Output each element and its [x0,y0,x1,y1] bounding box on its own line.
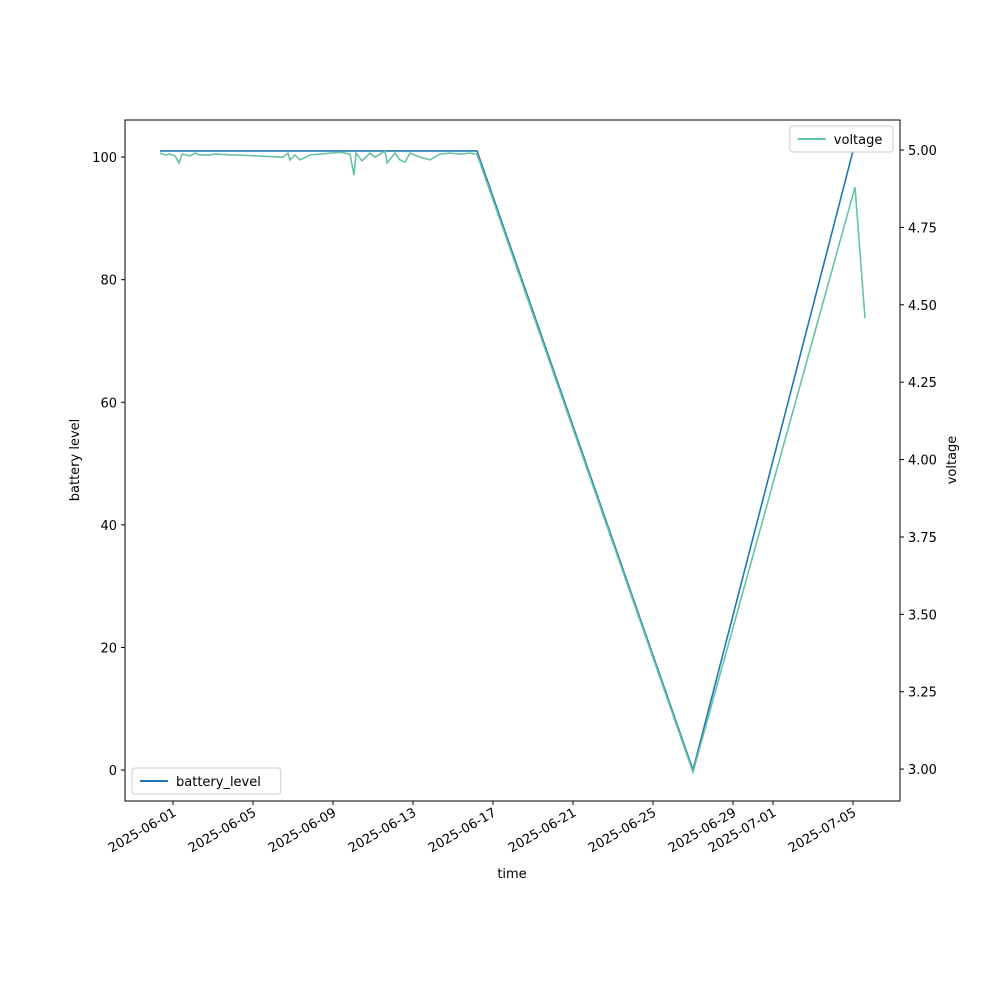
y2-axis-label: voltage [945,436,960,485]
y2-tick-label: 4.50 [908,299,937,314]
line-series [159,149,866,775]
y2-tick-label: 3.50 [908,608,937,623]
y-tick-label: 80 [100,274,117,289]
x-tick-label: 2025-06-05 [186,805,259,856]
y-tick-label: 60 [100,396,117,411]
legend-label: battery_level [176,775,261,790]
y-tick-label: 100 [92,151,117,166]
y-tick-label: 0 [109,764,117,779]
x-tick-label: 2025-06-09 [266,805,339,856]
legend-box [789,125,894,153]
y2-tick-label: 4.75 [908,221,937,236]
y2-tick-label: 3.00 [908,763,937,778]
x-tick-label: 2025-06-01 [106,805,179,856]
x-tick-label: 2025-07-05 [786,805,859,856]
y2-tick-label: 4.00 [908,454,937,469]
y2-tick-label: 3.75 [908,531,937,546]
y2-tick-label: 5.00 [908,144,937,159]
plot-frame [124,119,901,802]
y-axis-label: battery level [68,419,83,502]
x-tick-label: 2025-06-25 [586,805,659,856]
y2-tick-label: 3.25 [908,686,937,701]
y2-tick-label: 4.25 [908,376,937,391]
x-tick-label: 2025-06-13 [346,805,419,856]
y-tick-label: 40 [100,519,117,534]
x-tick-label: 2025-06-21 [506,805,579,856]
x-axis-label: time [497,867,526,882]
y-tick-label: 20 [100,641,117,656]
legend-label: voltage [834,133,883,148]
x-tick-label: 2025-06-17 [426,805,499,856]
legend-box [131,767,282,795]
line-series [160,150,854,773]
